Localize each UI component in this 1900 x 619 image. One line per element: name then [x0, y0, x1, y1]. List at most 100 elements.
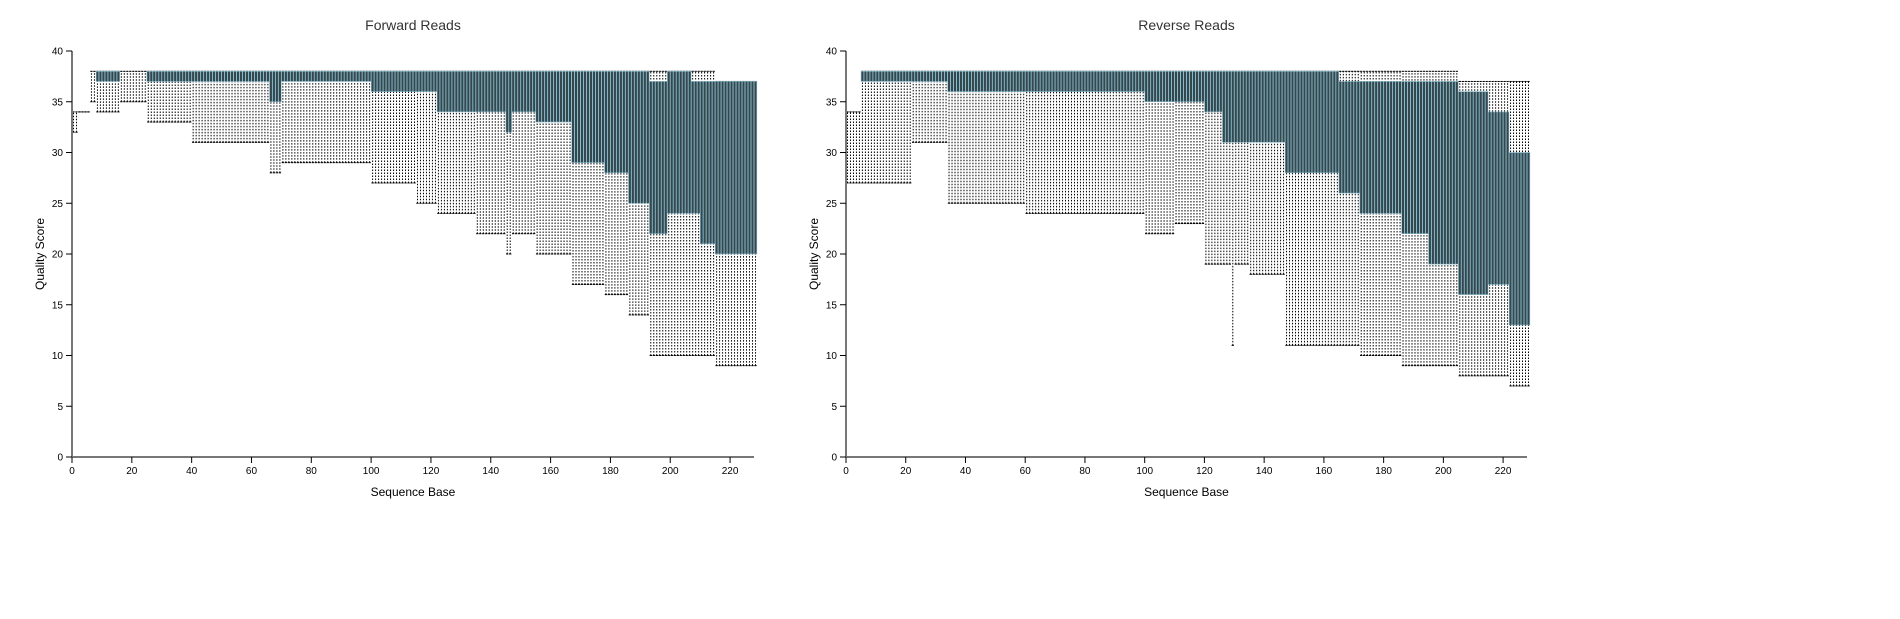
box [750, 81, 755, 255]
box-base-16 [893, 70, 897, 184]
box [1264, 71, 1268, 143]
box [466, 71, 470, 113]
box [971, 71, 975, 92]
box [1467, 91, 1471, 295]
y-axis-label: Quality Score [807, 218, 821, 290]
box [899, 71, 903, 82]
box-base-126 [1222, 70, 1226, 265]
box [1039, 71, 1044, 92]
box [335, 71, 339, 82]
box-base-172 [586, 70, 590, 285]
box-base-13 [110, 70, 115, 113]
box [959, 71, 963, 92]
box-base-196 [658, 70, 662, 356]
box [215, 71, 219, 82]
box [643, 71, 647, 204]
box-base-69 [278, 70, 282, 174]
box [1526, 152, 1531, 326]
box [685, 71, 689, 214]
box [1165, 71, 1169, 103]
box [1237, 71, 1241, 143]
box-base-11 [878, 70, 882, 184]
box [179, 71, 183, 82]
box-base-202 [676, 70, 680, 356]
box-base-102 [1150, 70, 1154, 235]
box-base-17 [123, 70, 126, 103]
box-base-154 [532, 70, 536, 235]
box-base-81 [314, 70, 318, 164]
box [679, 71, 683, 214]
box [1195, 71, 1199, 103]
box [1359, 81, 1363, 214]
box [451, 71, 456, 113]
box [113, 71, 118, 82]
box [1311, 71, 1316, 174]
box [472, 71, 476, 113]
box-base-208 [1467, 80, 1471, 377]
box-base-85 [1099, 70, 1104, 214]
box-base-7 [866, 70, 871, 184]
box-base-207 [691, 70, 695, 356]
box [1045, 71, 1050, 92]
box-base-108 [394, 70, 399, 184]
box-base-52 [1001, 70, 1005, 204]
box [661, 81, 665, 234]
box-base-41 [968, 70, 972, 204]
y-tick-label: 35 [52, 97, 64, 108]
box [568, 71, 572, 123]
box [1159, 71, 1163, 103]
box [1234, 71, 1238, 143]
box [1031, 71, 1035, 92]
box [863, 71, 868, 82]
box [1078, 71, 1083, 92]
box [1517, 152, 1522, 326]
box [487, 71, 491, 113]
box-base-31 [164, 70, 168, 123]
box-base-185 [1398, 70, 1402, 356]
box-base-222 [1508, 80, 1513, 387]
box-base-181 [613, 70, 617, 296]
box [920, 71, 924, 82]
box [1171, 71, 1175, 103]
box [272, 71, 276, 103]
box-base-211 [1476, 80, 1480, 377]
box [646, 71, 650, 204]
box [932, 71, 936, 82]
x-tick-label: 200 [1435, 466, 1452, 477]
box [227, 71, 231, 82]
box [622, 71, 626, 174]
box [257, 71, 261, 82]
box-base-97 [1135, 70, 1139, 214]
box [628, 71, 632, 204]
box-base-120 [430, 70, 435, 204]
box-base-34 [947, 70, 951, 204]
box [634, 71, 638, 204]
box-base-122 [1210, 70, 1214, 265]
box-base-211 [702, 70, 707, 356]
x-tick-label: 20 [126, 466, 138, 477]
box-base-190 [1413, 70, 1417, 367]
box [361, 71, 366, 82]
box-base-80 [311, 70, 315, 164]
box [293, 71, 297, 82]
box-base-215 [1488, 80, 1492, 377]
y-tick-label: 40 [52, 47, 64, 58]
box [738, 81, 743, 255]
box-base-148 [1287, 70, 1292, 346]
box-base-89 [338, 70, 342, 164]
box [535, 71, 539, 123]
box [403, 71, 408, 92]
box-base-160 [550, 70, 554, 255]
box [344, 71, 348, 82]
box-base-114 [1186, 70, 1190, 225]
box-base-57 [1016, 70, 1020, 204]
box [1284, 71, 1289, 174]
box [1275, 71, 1280, 143]
box-base-136 [478, 70, 482, 235]
box-base-62 [1031, 70, 1035, 214]
box [382, 71, 387, 92]
box [589, 71, 593, 163]
box-base-32 [941, 70, 945, 143]
box [104, 71, 109, 82]
box-base-25 [146, 70, 150, 123]
